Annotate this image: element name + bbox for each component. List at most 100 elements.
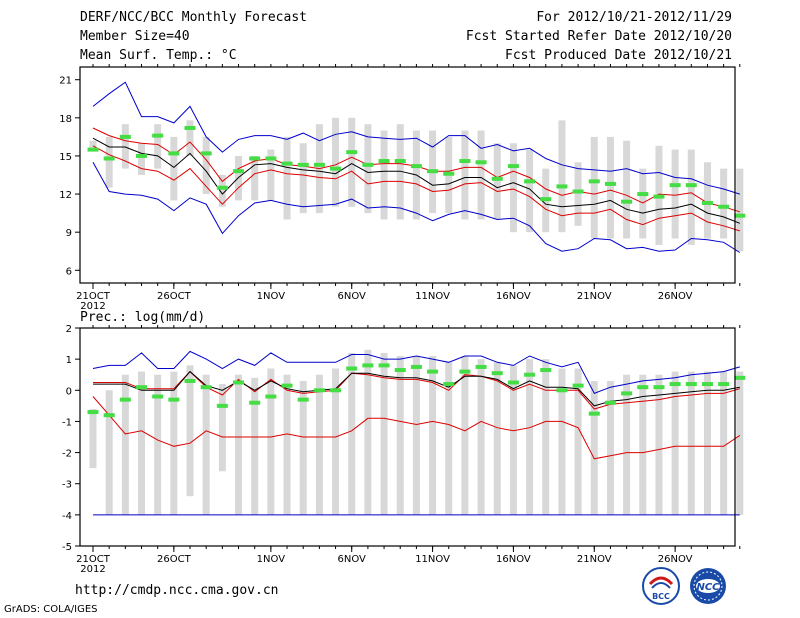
- ensemble-box: [429, 356, 437, 515]
- median-mark: [87, 147, 99, 152]
- x-tick-label: 21OCT: [76, 554, 111, 565]
- median-mark: [572, 383, 584, 388]
- median-mark: [604, 181, 616, 186]
- median-mark: [459, 159, 471, 164]
- ensemble-box: [267, 368, 275, 515]
- median-mark: [410, 164, 422, 169]
- median-mark: [103, 413, 115, 418]
- ensemble-box: [493, 143, 501, 220]
- median-mark: [718, 204, 730, 209]
- ensemble-box: [364, 124, 372, 214]
- median-mark: [556, 388, 568, 393]
- ensemble-box: [477, 130, 485, 220]
- median-mark: [152, 394, 164, 399]
- y-tick-label: 18: [59, 114, 72, 125]
- median-mark: [249, 400, 261, 405]
- precip-variable-label: Prec.: log(mm/d): [80, 310, 206, 325]
- ensemble-box: [202, 136, 210, 195]
- series-ensemble-mean: [92, 137, 740, 224]
- median-mark: [685, 382, 697, 387]
- median-mark: [588, 179, 600, 184]
- median-mark: [410, 364, 422, 369]
- y-tick-label: 1: [66, 355, 72, 366]
- ensemble-box: [154, 124, 162, 169]
- ensemble-box: [687, 149, 695, 245]
- bcc-logo-text: BCC: [652, 592, 670, 601]
- ensemble-box: [332, 117, 340, 207]
- series-ensemble-max: [92, 350, 740, 395]
- x-tick-label: 26NOV: [658, 291, 693, 302]
- ensemble-box: [186, 120, 194, 156]
- median-mark: [200, 151, 212, 156]
- median-mark: [184, 125, 196, 130]
- median-mark: [475, 160, 487, 165]
- series-lower-spread: [92, 145, 740, 232]
- median-mark: [313, 162, 325, 167]
- ensemble-box: [736, 371, 744, 515]
- ensemble-box: [121, 374, 129, 515]
- y-tick-label: -3: [62, 480, 72, 491]
- y-tick-label: 12: [59, 190, 72, 201]
- median-mark: [637, 385, 649, 390]
- median-mark: [524, 179, 536, 184]
- ensemble-box: [170, 136, 178, 201]
- forecast-produced-date: Fcst Produced Date 2012/10/21: [505, 48, 732, 63]
- ensemble-box: [121, 124, 129, 169]
- median-mark: [621, 199, 633, 204]
- median-mark: [701, 200, 713, 205]
- ensemble-box: [364, 349, 372, 515]
- x-tick-label: 16NOV: [496, 291, 531, 302]
- ensemble-box: [639, 168, 647, 239]
- y-tick-label: 6: [66, 266, 72, 277]
- source-url[interactable]: http://cmdp.ncc.cma.gov.cn: [75, 583, 279, 598]
- median-mark: [346, 150, 358, 155]
- ensemble-box: [380, 130, 388, 220]
- plot-frame: [79, 327, 736, 547]
- median-mark: [87, 410, 99, 415]
- ensemble-box: [267, 149, 275, 201]
- median-mark: [362, 363, 374, 368]
- median-mark: [346, 366, 358, 371]
- median-mark: [216, 403, 228, 408]
- median-mark: [524, 372, 536, 377]
- ensemble-box: [396, 124, 404, 220]
- median-mark: [265, 156, 277, 161]
- median-mark: [734, 375, 746, 380]
- ensemble-box: [574, 368, 582, 515]
- median-mark: [701, 382, 713, 387]
- ensemble-box: [380, 352, 388, 515]
- y-tick-label: -5: [62, 542, 72, 553]
- ensemble-box: [299, 380, 307, 515]
- ensemble-box: [283, 374, 291, 515]
- x-tick-label: 11NOV: [415, 554, 450, 565]
- median-mark: [621, 391, 633, 396]
- median-mark: [233, 169, 245, 174]
- agency-logos: BCC NCC: [642, 567, 726, 605]
- ensemble-box: [703, 162, 711, 239]
- ensemble-box: [623, 374, 631, 515]
- median-mark: [540, 197, 552, 202]
- median-mark: [249, 156, 261, 161]
- y-tick-label: -2: [62, 449, 72, 460]
- y-tick-label: 15: [59, 152, 72, 163]
- ensemble-box: [138, 143, 146, 175]
- median-mark: [200, 385, 212, 390]
- ensemble-box: [558, 368, 566, 515]
- ensemble-box: [590, 136, 598, 239]
- ensemble-box: [461, 130, 469, 220]
- ensemble-box: [89, 140, 97, 150]
- x-tick-label: 6NOV: [338, 291, 367, 302]
- ensemble-box: [526, 359, 534, 515]
- median-mark: [103, 156, 115, 161]
- median-mark: [378, 363, 390, 368]
- series-ensemble-max: [92, 81, 740, 195]
- median-mark: [281, 383, 293, 388]
- median-mark: [507, 164, 519, 169]
- y-tick-label: -1: [62, 417, 72, 428]
- x-tick-label: 1NOV: [257, 554, 286, 565]
- ncc-logo-text: NCC: [696, 582, 720, 593]
- ensemble-box: [186, 365, 194, 497]
- plot-frame: [79, 66, 736, 284]
- y-tick-label: 9: [66, 228, 72, 239]
